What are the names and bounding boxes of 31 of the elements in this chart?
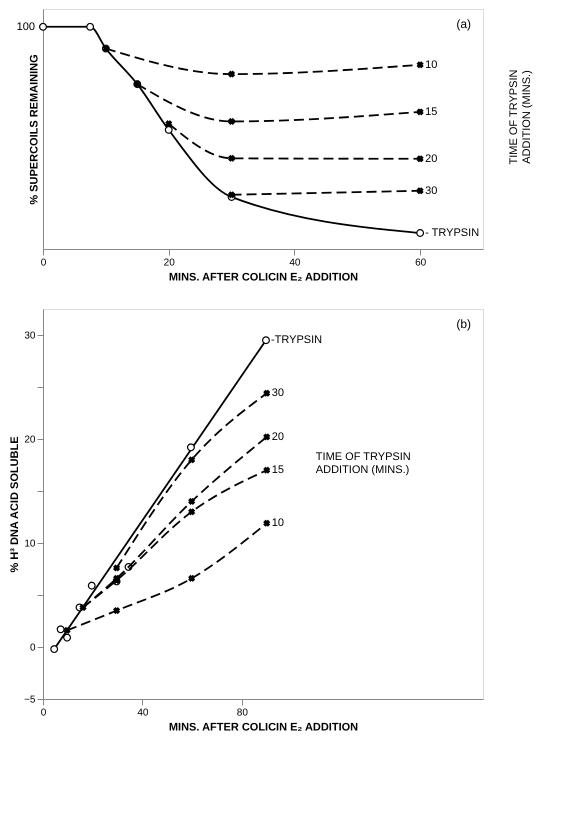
x-axis-title: MINS. AFTER COLICIN E₂ ADDITION	[168, 272, 358, 284]
y-axis-title: % H³ DNA ACID SOLUBLE	[9, 436, 22, 573]
series-label: 10	[425, 58, 438, 71]
annotation: 100	[16, 20, 35, 33]
y-tick-label: 20	[24, 434, 36, 446]
text: TIME OF TRYPSIN ADDITION (MINS.)	[508, 69, 533, 164]
series-label: - TRYPSIN	[425, 227, 480, 239]
x-tick-label: 80	[236, 708, 248, 718]
x-tick-label: 20	[164, 258, 176, 268]
series-label: 30	[425, 184, 438, 197]
annotation: (b)	[456, 317, 471, 331]
x-tick-label: 40	[137, 708, 149, 718]
series-label: 30	[272, 387, 284, 400]
series-label: 15	[272, 464, 284, 476]
y-tick-label: 0	[30, 642, 36, 654]
annotation: TIME OF TRYPSIN ADDITION (MINS.)	[316, 451, 411, 476]
x-tick-label: 0	[40, 708, 47, 718]
y-tick-label: 30	[24, 330, 36, 342]
series-label: -TRYPSIN	[270, 334, 322, 346]
x-tick-label: 60	[415, 258, 427, 268]
x-tick-label: 40	[289, 258, 301, 268]
x-tick-label: 0	[40, 258, 47, 268]
series-label: 20	[425, 152, 438, 165]
series-label: 15	[425, 106, 438, 118]
annotation: (a)	[456, 17, 471, 31]
series-label: 20	[272, 430, 284, 443]
y-tick-label: −5	[24, 694, 36, 706]
y-axis-title: % SUPERCOILS REMAINING	[28, 54, 40, 205]
x-axis-title: MINS. AFTER COLICIN E₂ ADDITION	[168, 722, 358, 734]
y-tick-label: 10	[24, 538, 36, 550]
series-label: 10	[272, 517, 284, 530]
